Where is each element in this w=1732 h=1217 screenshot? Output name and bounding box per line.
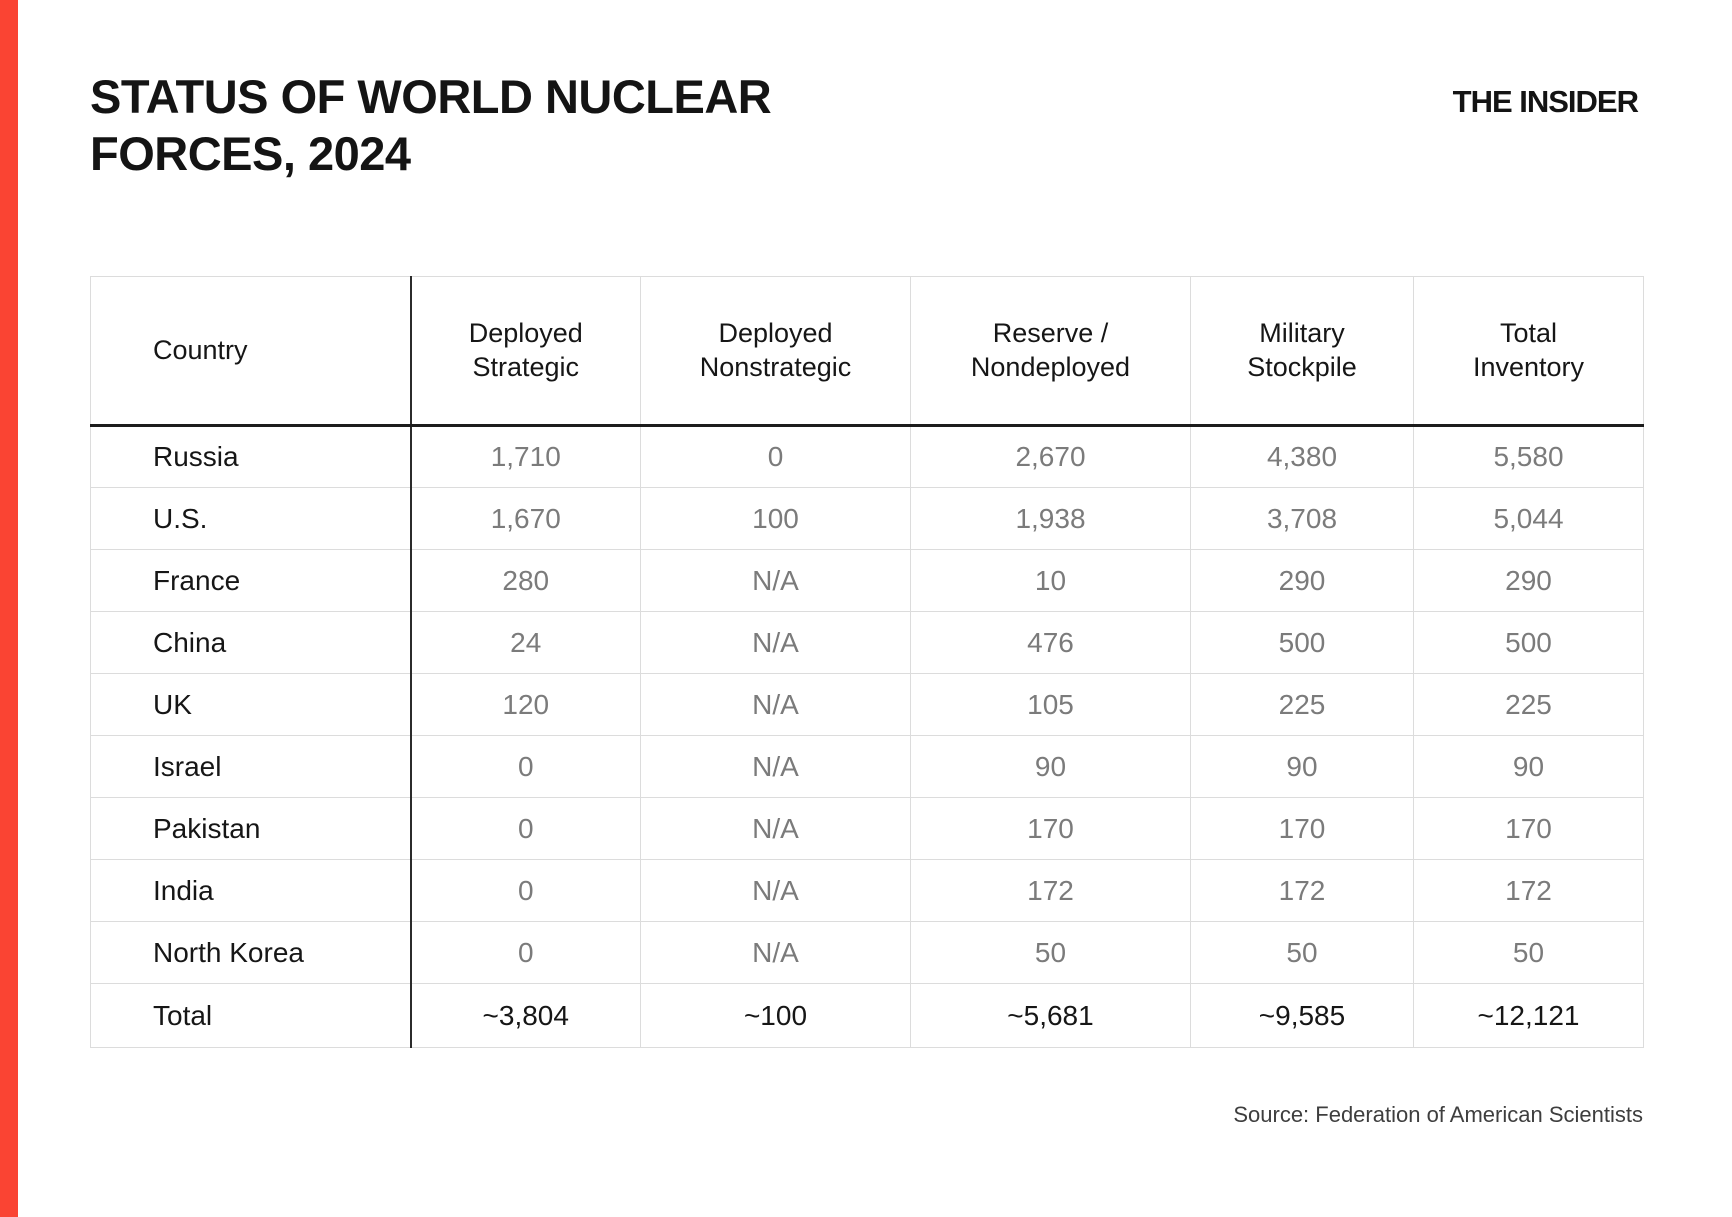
value-cell: 120 <box>410 673 641 736</box>
value-cell: 4,380 <box>1190 425 1414 488</box>
value-cell: 0 <box>410 735 641 798</box>
value-cell: 90 <box>910 735 1191 798</box>
value-cell: 172 <box>1413 859 1644 922</box>
table-row-israel: Israel 0 N/A 90 90 90 <box>90 735 1644 798</box>
value-cell: 170 <box>910 797 1191 860</box>
value-cell: ~5,681 <box>910 983 1191 1048</box>
column-header-deployed-strategic: Deployed Strategic <box>410 276 641 427</box>
country-name: France <box>90 549 412 612</box>
page-title-line2: FORCES, 2024 <box>90 127 411 181</box>
table-header-row: Country Deployed Strategic Deployed Nonstr… <box>90 276 1644 427</box>
value-cell: ~12,121 <box>1413 983 1644 1048</box>
value-cell: 172 <box>910 859 1191 922</box>
table-header: Country Deployed Strategic Deployed Nonstr… <box>90 276 1644 427</box>
value-cell: 10 <box>910 549 1191 612</box>
value-cell: ~100 <box>640 983 911 1048</box>
column-header-deployed-nonstrategic: Deployed Nonstrategic <box>640 276 911 427</box>
page-title: STATUS OF WORLD NUCLEAR FORCES, 2024 <box>90 68 772 183</box>
value-cell: N/A <box>640 611 911 674</box>
table-row-russia: Russia 1,710 0 2,670 4,380 5,580 <box>90 425 1644 488</box>
value-cell: 1,938 <box>910 487 1191 550</box>
country-name: Pakistan <box>90 797 412 860</box>
value-cell: 500 <box>1190 611 1414 674</box>
value-cell: 5,044 <box>1413 487 1644 550</box>
value-cell: N/A <box>640 735 911 798</box>
value-cell: 1,710 <box>410 425 641 488</box>
country-name: Russia <box>90 425 412 488</box>
column-header-total-inventory: Total Inventory <box>1413 276 1644 427</box>
value-cell: 90 <box>1190 735 1414 798</box>
value-cell: 170 <box>1190 797 1414 860</box>
value-cell: 50 <box>910 921 1191 984</box>
table-row-u-s: U.S. 1,670 100 1,938 3,708 5,044 <box>90 487 1644 550</box>
value-cell: 3,708 <box>1190 487 1414 550</box>
table-row-china: China 24 N/A 476 500 500 <box>90 611 1644 674</box>
value-cell: 280 <box>410 549 641 612</box>
value-cell: N/A <box>640 549 911 612</box>
value-cell: N/A <box>640 921 911 984</box>
value-cell: N/A <box>640 673 911 736</box>
table-row-uk: UK 120 N/A 105 225 225 <box>90 673 1644 736</box>
value-cell: 0 <box>640 425 911 488</box>
left-accent-bar <box>0 0 18 1217</box>
table-row-india: India 0 N/A 172 172 172 <box>90 859 1644 922</box>
value-cell: 500 <box>1413 611 1644 674</box>
value-cell: ~9,585 <box>1190 983 1414 1048</box>
value-cell: 1,670 <box>410 487 641 550</box>
value-cell: 0 <box>410 859 641 922</box>
column-header-military-stockpile: Military Stockpile <box>1190 276 1414 427</box>
column-header-reserve-nondeployed: Reserve / Nondeployed <box>910 276 1191 427</box>
column-header-country: Country <box>90 276 412 427</box>
country-name: India <box>90 859 412 922</box>
value-cell: 5,580 <box>1413 425 1644 488</box>
country-name: U.S. <box>90 487 412 550</box>
table-row-north-korea: North Korea 0 N/A 50 50 50 <box>90 921 1644 984</box>
value-cell: 225 <box>1190 673 1414 736</box>
nuclear-forces-table: Country Deployed Strategic Deployed Nonstr… <box>90 276 1644 1048</box>
value-cell: N/A <box>640 797 911 860</box>
value-cell: 50 <box>1190 921 1414 984</box>
table-body: Russia 1,710 0 2,670 4,380 5,580 U.S. 1,670 100 1… <box>90 425 1644 1048</box>
country-name: Israel <box>90 735 412 798</box>
country-name: North Korea <box>90 921 412 984</box>
page-title-line1: STATUS OF WORLD NUCLEAR <box>90 70 772 123</box>
value-cell: 0 <box>410 797 641 860</box>
value-cell: 90 <box>1413 735 1644 798</box>
country-name: UK <box>90 673 412 736</box>
country-name: China <box>90 611 412 674</box>
value-cell: 105 <box>910 673 1191 736</box>
source-credit: Source: Federation of American Scientist… <box>1233 1102 1643 1127</box>
value-cell: 170 <box>1413 797 1644 860</box>
value-cell: 100 <box>640 487 911 550</box>
value-cell: 2,670 <box>910 425 1191 488</box>
value-cell: 24 <box>410 611 641 674</box>
brand-logo: THE INSIDER <box>1452 84 1639 119</box>
value-cell: 172 <box>1190 859 1414 922</box>
table-row-pakistan: Pakistan 0 N/A 170 170 170 <box>90 797 1644 860</box>
value-cell: 0 <box>410 921 641 984</box>
value-cell: 290 <box>1190 549 1414 612</box>
table-row-total: Total ~3,804 ~100 ~5,681 ~9,585 ~12,121 <box>90 983 1644 1048</box>
value-cell: ~3,804 <box>410 983 641 1048</box>
total-label: Total <box>90 983 412 1048</box>
value-cell: 290 <box>1413 549 1644 612</box>
value-cell: N/A <box>640 859 911 922</box>
value-cell: 476 <box>910 611 1191 674</box>
value-cell: 225 <box>1413 673 1644 736</box>
table-row-france: France 280 N/A 10 290 290 <box>90 549 1644 612</box>
value-cell: 50 <box>1413 921 1644 984</box>
